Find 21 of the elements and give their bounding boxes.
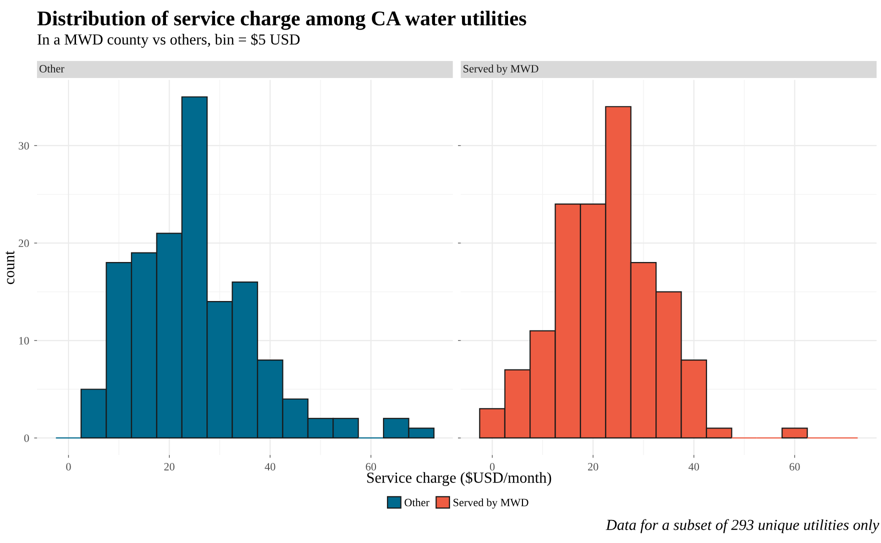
legend-label: Other: [404, 498, 430, 506]
x-tick-label: 20: [164, 462, 174, 470]
x-tick-label: 20: [588, 462, 598, 470]
y-tick-label: 10: [19, 336, 29, 344]
chart-title: Distribution of service charge among CA water utilities: [37, 10, 526, 30]
chart-subtitle: In a MWD county vs others, bin = $5 USD: [38, 33, 300, 48]
y-tick-label: 30: [18, 142, 29, 150]
text: Served by MWD: [464, 64, 538, 75]
y-axis-title: count: [6, 250, 14, 284]
legend-label: Served by MWD: [454, 498, 528, 509]
x-tick-label: 60: [790, 462, 800, 470]
y-tick-label: 0: [24, 434, 29, 442]
x-tick-label: 0: [490, 462, 495, 470]
x-axis-title: Service charge ($USD/month): [367, 472, 552, 486]
x-tick-label: 0: [66, 462, 71, 470]
text: Data for a subset of 293 unique utilities only: [606, 519, 880, 534]
x-tick-label: 40: [264, 462, 276, 470]
text: Other: [40, 64, 64, 72]
y-tick-label: 20: [18, 240, 29, 248]
x-tick-label: 60: [366, 462, 376, 470]
x-tick-label: 40: [688, 462, 700, 470]
